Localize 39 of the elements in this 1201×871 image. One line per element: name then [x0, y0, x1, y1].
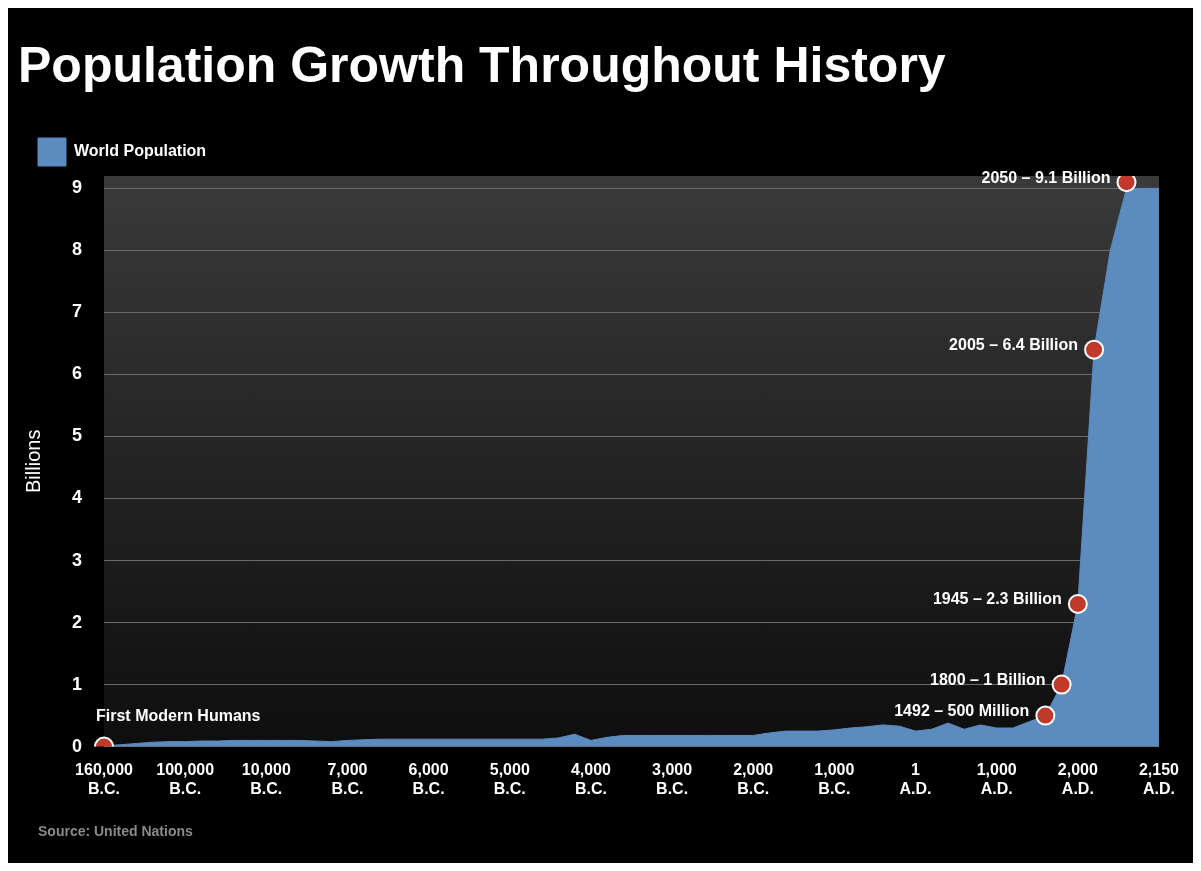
y-tick-label: 2	[72, 611, 83, 632]
x-tick-label: 4,000 B.C.	[570, 760, 612, 797]
annotation: 1945 – 2.3 Billion	[932, 590, 1062, 608]
y-tick-label: 0	[72, 735, 83, 756]
y-tick-label: 3	[72, 549, 83, 570]
x-tick-label: 1,000 B.C.	[814, 760, 855, 797]
y-tick-label: 7	[72, 301, 83, 322]
x-tick-label: 6,000 B.C.	[408, 760, 449, 797]
point	[1067, 593, 1088, 614]
x-tick-label: 7,000 B.C.	[327, 760, 368, 797]
y-tick-label: 5	[72, 425, 83, 446]
legend-label: World Population	[74, 142, 207, 160]
point	[1051, 674, 1072, 695]
x-tick-label: 1 A.D.	[899, 760, 932, 797]
point	[1116, 176, 1137, 193]
annotation: First Modern Humans	[96, 707, 261, 725]
x-tick-label: 1,000 A.D.	[976, 760, 1017, 797]
y-tick-label: 6	[72, 363, 83, 384]
y-tick-label: 9	[72, 177, 83, 198]
annotation: 2050 – 9.1 Billion	[981, 168, 1111, 186]
x-tick-label: 5,000 B.C.	[489, 760, 530, 797]
annotation: 1492 – 500 Million	[894, 702, 1030, 719]
point	[1035, 705, 1056, 726]
source-note: Source: United Nations	[37, 823, 194, 839]
y-tick-label: 4	[72, 487, 83, 508]
annotation: 2005 – 6.4 Billion	[949, 336, 1079, 354]
x-tick-label: 10,000 B.C.	[241, 760, 291, 797]
y-tick-label: 1	[72, 673, 83, 694]
chart-title: Population Growth Throughout History	[18, 36, 946, 93]
x-tick-label: 2,000 B.C.	[733, 760, 774, 797]
y-axis-title: Billions	[21, 429, 44, 493]
y-tick-label: 8	[72, 239, 83, 260]
x-tick-label: 100,000 B.C.	[156, 760, 215, 797]
x-tick-label: 3,000 B.C.	[652, 760, 693, 797]
point	[1084, 339, 1105, 360]
annotation: 1800 – 1 Billion	[929, 670, 1046, 688]
x-tick-label: 2,000 A.D.	[1057, 760, 1098, 797]
x-tick-label: 2,150 A.D.	[1138, 760, 1180, 797]
x-tick-label: 160,000 B.C.	[75, 760, 134, 797]
